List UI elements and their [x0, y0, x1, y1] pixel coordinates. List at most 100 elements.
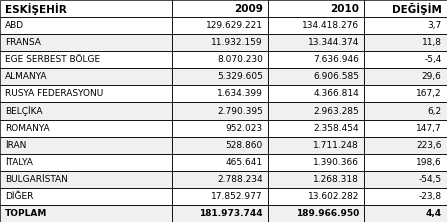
Text: BELÇİKA: BELÇİKA — [5, 106, 43, 116]
Bar — [0, 171, 172, 188]
Text: 2.963.285: 2.963.285 — [313, 107, 359, 115]
Text: 129.629.221: 129.629.221 — [206, 21, 263, 30]
Text: 2.790.395: 2.790.395 — [217, 107, 263, 115]
Bar — [172, 17, 268, 34]
Text: FRANSA: FRANSA — [5, 38, 41, 47]
Bar — [0, 119, 172, 137]
Text: 3,7: 3,7 — [427, 21, 442, 30]
Text: 223,6: 223,6 — [416, 141, 442, 150]
Bar — [172, 119, 268, 137]
Bar — [0, 137, 447, 154]
Text: 8.070.230: 8.070.230 — [217, 55, 263, 64]
Bar — [268, 205, 364, 222]
Text: TOPLAM: TOPLAM — [5, 209, 48, 218]
Text: ABD: ABD — [5, 21, 25, 30]
Text: 167,2: 167,2 — [416, 89, 442, 98]
Bar — [364, 171, 447, 188]
Bar — [364, 205, 447, 222]
Text: 1.711.248: 1.711.248 — [313, 141, 359, 150]
Text: 13.602.282: 13.602.282 — [308, 192, 359, 201]
Bar — [364, 68, 447, 85]
Text: 11,8: 11,8 — [422, 38, 442, 47]
Text: 1.268.318: 1.268.318 — [313, 175, 359, 184]
Bar — [364, 188, 447, 205]
Bar — [268, 188, 364, 205]
Bar — [0, 119, 447, 137]
Bar — [0, 154, 172, 171]
Bar — [172, 85, 268, 103]
Bar — [172, 51, 268, 68]
Bar — [268, 51, 364, 68]
Bar — [364, 0, 447, 17]
Bar — [364, 34, 447, 51]
Text: DİĞER: DİĞER — [5, 192, 34, 201]
Text: 465.641: 465.641 — [226, 158, 263, 167]
Bar — [0, 34, 172, 51]
Text: 134.418.276: 134.418.276 — [302, 21, 359, 30]
Bar — [172, 103, 268, 119]
Bar — [268, 34, 364, 51]
Text: İRAN: İRAN — [5, 141, 27, 150]
Text: 2010: 2010 — [330, 4, 359, 14]
Bar — [172, 171, 268, 188]
Text: 1.390.366: 1.390.366 — [313, 158, 359, 167]
Bar — [268, 0, 364, 17]
Bar — [0, 51, 172, 68]
Bar — [268, 85, 364, 103]
Text: 147,7: 147,7 — [416, 124, 442, 133]
Text: -23,8: -23,8 — [418, 192, 442, 201]
Bar — [0, 0, 172, 17]
Bar — [364, 85, 447, 103]
Bar — [0, 85, 172, 103]
Bar — [268, 137, 364, 154]
Bar — [268, 103, 364, 119]
Text: 5.329.605: 5.329.605 — [217, 72, 263, 81]
Bar — [268, 17, 364, 34]
Bar — [0, 205, 447, 222]
Text: 1.634.399: 1.634.399 — [217, 89, 263, 98]
Bar — [0, 51, 447, 68]
Text: 13.344.374: 13.344.374 — [308, 38, 359, 47]
Bar — [0, 188, 447, 205]
Bar — [172, 137, 268, 154]
Bar — [0, 34, 447, 51]
Bar — [0, 171, 447, 188]
Bar — [0, 188, 172, 205]
Bar — [364, 154, 447, 171]
Bar — [0, 137, 172, 154]
Bar — [268, 119, 364, 137]
Text: 2009: 2009 — [234, 4, 263, 14]
Text: 528.860: 528.860 — [226, 141, 263, 150]
Text: DEĞİŞİM: DEĞİŞİM — [392, 2, 442, 15]
Text: 29,6: 29,6 — [422, 72, 442, 81]
Text: EGE SERBEST BÖLGE: EGE SERBEST BÖLGE — [5, 55, 101, 64]
Bar — [0, 154, 447, 171]
Text: -5,4: -5,4 — [424, 55, 442, 64]
Text: 6,2: 6,2 — [427, 107, 442, 115]
Text: 17.852.977: 17.852.977 — [211, 192, 263, 201]
Text: 2.358.454: 2.358.454 — [313, 124, 359, 133]
Bar — [0, 68, 447, 85]
Text: İTALYA: İTALYA — [5, 158, 33, 167]
Bar — [0, 103, 447, 119]
Bar — [0, 17, 172, 34]
Text: ALMANYA: ALMANYA — [5, 72, 48, 81]
Bar — [364, 119, 447, 137]
Bar — [172, 0, 268, 17]
Text: 7.636.946: 7.636.946 — [313, 55, 359, 64]
Text: -54,5: -54,5 — [418, 175, 442, 184]
Text: 11.932.159: 11.932.159 — [211, 38, 263, 47]
Bar — [172, 154, 268, 171]
Text: 2.788.234: 2.788.234 — [217, 175, 263, 184]
Text: 4.366.814: 4.366.814 — [313, 89, 359, 98]
Text: 189.966.950: 189.966.950 — [296, 209, 359, 218]
Bar — [364, 103, 447, 119]
Bar — [268, 171, 364, 188]
Bar — [172, 188, 268, 205]
Bar — [0, 17, 447, 34]
Text: RUSYA FEDERASYONU: RUSYA FEDERASYONU — [5, 89, 104, 98]
Bar — [0, 103, 172, 119]
Bar — [172, 205, 268, 222]
Bar — [268, 154, 364, 171]
Bar — [172, 34, 268, 51]
